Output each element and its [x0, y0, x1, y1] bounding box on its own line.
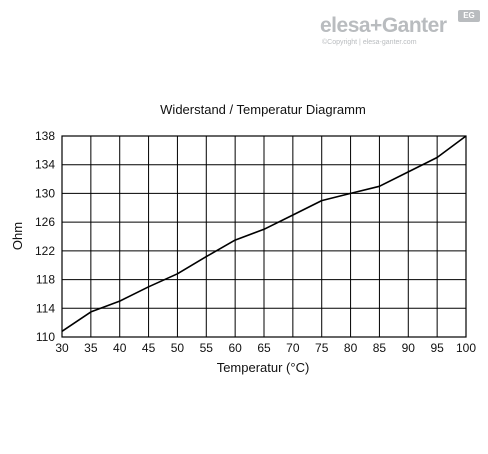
- x-tick-label: 75: [315, 341, 329, 355]
- x-tick-label: 85: [373, 341, 387, 355]
- y-tick-label: 126: [35, 215, 55, 229]
- logo-copyright: ©Copyright | elesa-ganter.com: [322, 39, 417, 46]
- y-tick-label: 130: [35, 186, 55, 200]
- x-tick-label: 70: [286, 341, 300, 355]
- x-tick-label: 45: [142, 341, 156, 355]
- x-tick-label: 60: [228, 341, 242, 355]
- chart-series: [61, 135, 467, 332]
- logo-badge: EG: [458, 10, 480, 22]
- x-tick-label: 55: [200, 341, 214, 355]
- chart-grid: [61, 135, 467, 338]
- y-tick-label: 110: [36, 330, 55, 344]
- y-tick-label: 122: [35, 244, 55, 258]
- x-tick-label: 80: [344, 341, 358, 355]
- x-tick-label: 90: [402, 341, 416, 355]
- x-tick-label: 35: [84, 341, 98, 355]
- x-tick-label: 100: [456, 341, 476, 355]
- logo-brand: elesa+Ganter: [320, 14, 447, 37]
- y-tick-label: 114: [36, 301, 55, 315]
- x-tick-label: 95: [430, 341, 444, 355]
- x-axis-label: Temperatur (°C): [217, 360, 310, 375]
- y-tick-label: 138: [35, 129, 55, 143]
- plot-frame: [61, 135, 467, 338]
- x-tick-label: 30: [55, 341, 69, 355]
- y-axis-label: Ohm: [10, 222, 25, 250]
- elesa-ganter-logo: elesa+Ganter EG ©Copyright | elesa-gante…: [318, 10, 482, 50]
- y-tick-label: 134: [35, 158, 55, 172]
- chart-title: Widerstand / Temperatur Diagramm: [160, 102, 366, 117]
- chart-tick-labels: 30 35 40 45 50 55 60 65 70 75 80 85 90 95 100 110 114 118…: [35, 129, 476, 355]
- x-tick-label: 40: [113, 341, 127, 355]
- x-tick-label: 65: [257, 341, 271, 355]
- series-line: [61, 135, 467, 332]
- x-tick-label: 50: [171, 341, 185, 355]
- y-tick-label: 118: [36, 273, 55, 287]
